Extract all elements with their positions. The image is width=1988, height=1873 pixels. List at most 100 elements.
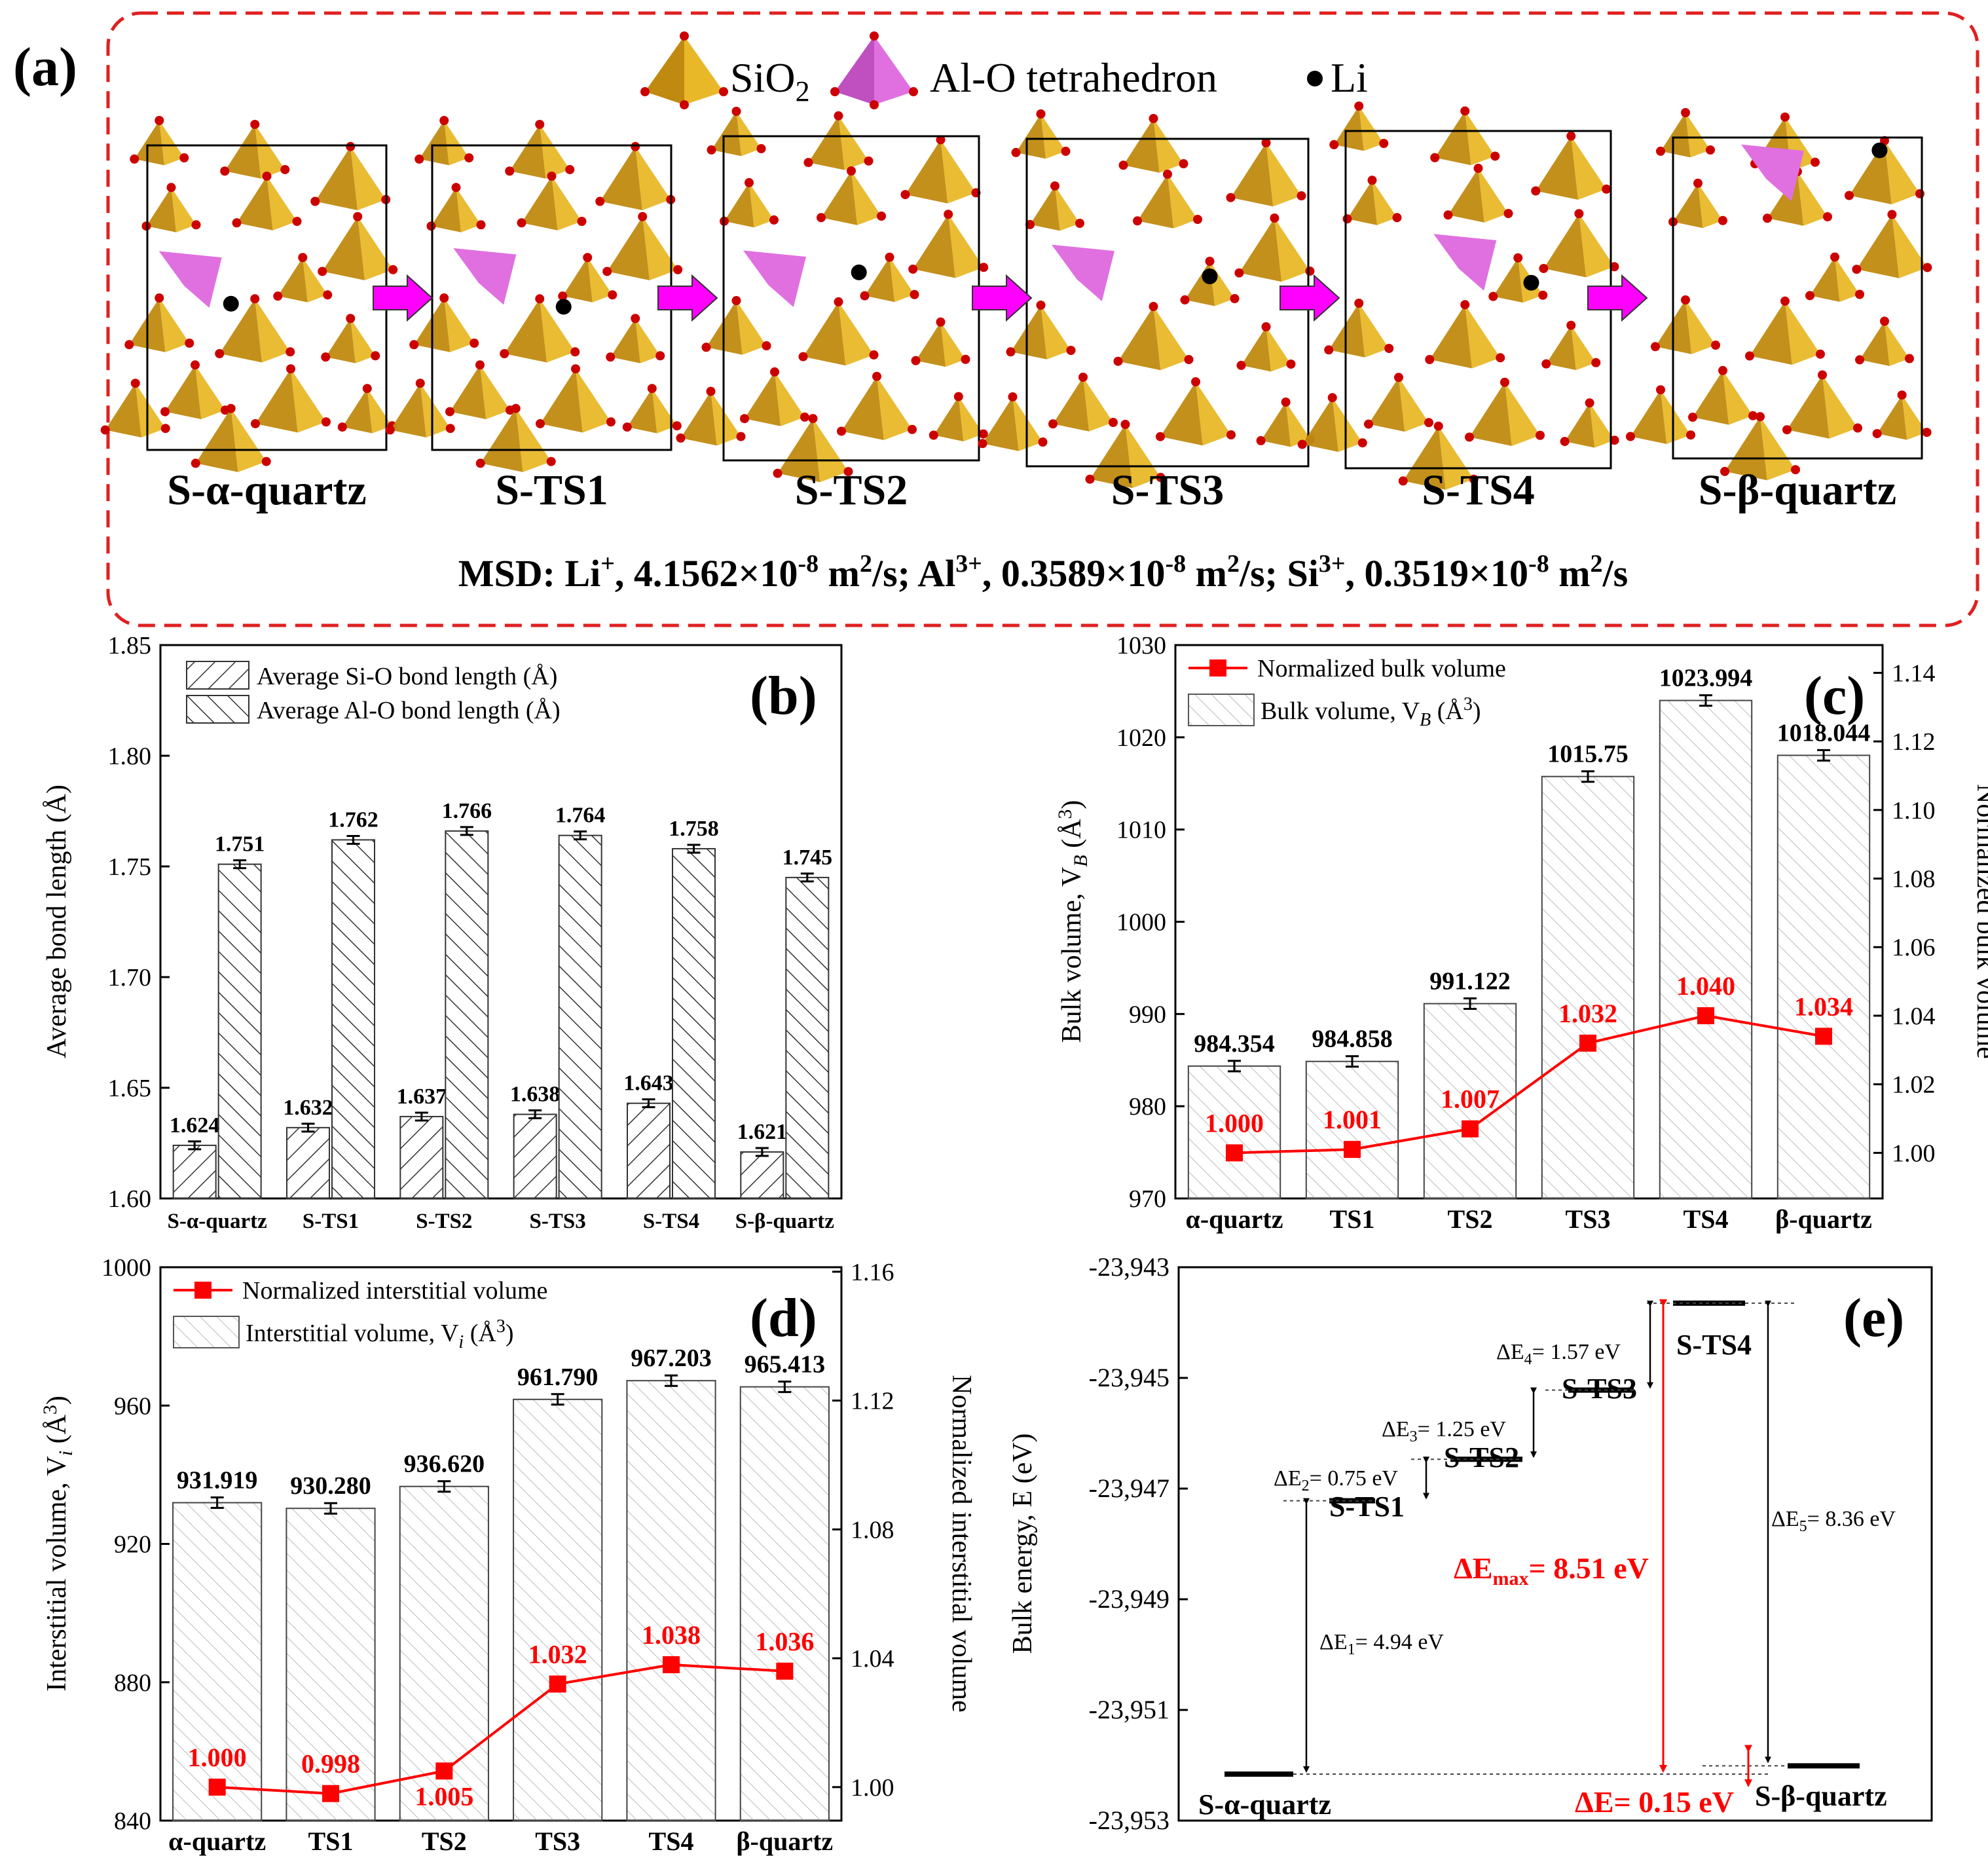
legend-alo-label: Average Al-O bond length (Å) (257, 697, 561, 724)
x-tick-label: S-α-quartz (168, 1210, 267, 1233)
sio2-tetrahedron (1230, 143, 1274, 207)
sio2-tetrahedron-face (1399, 377, 1429, 432)
oxygen-atom (1536, 430, 1545, 440)
y-tick-label: -23,943 (1089, 1252, 1169, 1282)
oxygen-atom (262, 172, 272, 181)
sio2-tetrahedron-face (1285, 402, 1311, 447)
normalized-value-label: 1.007 (1441, 1085, 1500, 1114)
y-tick-label: 880 (114, 1669, 151, 1697)
oxygen-atom (1706, 145, 1715, 155)
panel-a: (a) SiO2 Al-O tetrahedron Li S-α-quartz S… (13, 11, 1979, 627)
legend-alo-label: Al-O tetrahedron (930, 54, 1217, 101)
legend-normalized-bulk-label: Normalized bulk volume (1257, 655, 1506, 682)
oxygen-atom (602, 267, 612, 276)
sio2-tetrahedron (540, 369, 583, 433)
legend-bulk-swatch (1188, 694, 1255, 726)
oxygen-atom (647, 384, 657, 394)
oxygen-atom (220, 166, 230, 176)
oxygen-atom (1513, 253, 1523, 263)
oxygen-atom (1149, 302, 1158, 311)
alo-tetrahedron-icon (830, 31, 918, 109)
sio2-tetrahedron-face (1359, 303, 1390, 358)
y-tick-label: 1.85 (108, 632, 152, 659)
bar-value-label: 1.643 (623, 1071, 674, 1096)
sio2-tetrahedron-face (350, 318, 376, 363)
sio2-tetrahedron (777, 418, 820, 483)
sio2-tetrahedron-face (838, 115, 869, 170)
sio2-tetrahedron (1118, 306, 1161, 371)
oxygen-atom (337, 422, 347, 432)
sio2-tetrahedron-face (1274, 218, 1310, 282)
sio2-tetrahedron (982, 397, 1019, 451)
structure-label: S-α-quartz (167, 466, 366, 514)
normalized-marker (1462, 1120, 1479, 1138)
panel-a-label: (a) (13, 37, 77, 98)
bar-value-label: 1.621 (737, 1120, 788, 1144)
oxygen-atom (535, 294, 545, 304)
oxygen-atom (505, 166, 515, 176)
energy-level-label: S-TS4 (1676, 1329, 1752, 1361)
oxygen-atom (546, 456, 556, 466)
oxygen-atom (1392, 213, 1402, 223)
sio2-tetrahedron-face (1125, 424, 1161, 489)
oxygen-atom (353, 212, 363, 221)
oxygen-atom (439, 116, 449, 125)
oxygen-atom (1008, 392, 1018, 401)
oxygen-atom (900, 190, 910, 200)
bar (1659, 699, 1753, 1199)
sio2-tetrahedron (821, 171, 858, 225)
normalized-value-label: 1.005 (414, 1781, 473, 1811)
y2-tick-label: 1.04 (851, 1645, 894, 1673)
panel-b-axes: 1.60 1.65 1.70 1.75 1.80 1.85 S-α-quartz S-TS1 S… (108, 632, 834, 1233)
oxygen-atom (872, 371, 881, 381)
transition-arrow (373, 274, 433, 322)
sio2-tetrahedron-face (635, 318, 661, 363)
sio2-tetrahedron-face (1822, 375, 1858, 439)
bar (286, 1126, 330, 1199)
oxygen-atom (1118, 160, 1128, 170)
sio2-tetrahedron-face (1465, 111, 1496, 166)
oxygen-atom (414, 154, 424, 164)
oxygen-atom (124, 340, 134, 350)
sio2-tetrahedron (627, 388, 657, 434)
oxygen-atom (1791, 465, 1800, 475)
sio2-tetrahedron (278, 257, 308, 303)
sio2-tetrahedron-face (1589, 403, 1615, 448)
panel-c-bars: 984.354 984.858 991.122 1015.75 1023.994 1018… (1187, 665, 1871, 1200)
sio2-tetrahedron-face (135, 383, 166, 437)
y-tick-label: 960 (114, 1392, 151, 1420)
oxygen-atom (1156, 473, 1166, 482)
alo-tetrahedron (743, 250, 806, 307)
alo-tetrahedron (158, 251, 222, 308)
y2-tick-label: 1.00 (1892, 1140, 1936, 1167)
sio2-tetrahedron (450, 365, 487, 420)
normalized-marker (1226, 1144, 1243, 1162)
sio2-tetrahedron (195, 408, 238, 472)
legend-sio-swatch (186, 661, 249, 690)
oxygen-atom (1782, 425, 1792, 435)
oxygen-atom (583, 253, 593, 263)
sio2-tetrahedron (1661, 113, 1691, 158)
bar (399, 1115, 444, 1199)
normalized-value-label: 1.038 (642, 1620, 701, 1650)
oxygen-atom (1460, 300, 1470, 310)
sio2-tetrahedron (1564, 403, 1595, 448)
x-tick-label: β-quartz (736, 1827, 833, 1856)
bar-value-label: 1015.75 (1547, 741, 1629, 768)
y-tick-label: 1.60 (108, 1185, 152, 1213)
bar (217, 863, 262, 1199)
oxygen-atom (1425, 355, 1435, 364)
oxygen-atom (1327, 393, 1337, 403)
oxygen-atom (885, 252, 894, 262)
bar (1776, 754, 1871, 1200)
sio2-tetrahedron (325, 318, 356, 363)
sio2-tetrahedron (1010, 305, 1047, 360)
oxygen-atom (843, 467, 853, 477)
oxygen-atom (155, 116, 164, 125)
normalized-value-label: 1.032 (1558, 999, 1617, 1028)
bar-value-label: 1.638 (510, 1083, 561, 1107)
sio2-tetrahedron (1016, 114, 1046, 159)
oxygen-atom (1656, 146, 1665, 156)
oxygen-atom (1539, 263, 1549, 273)
oxygen-atom (500, 349, 509, 358)
